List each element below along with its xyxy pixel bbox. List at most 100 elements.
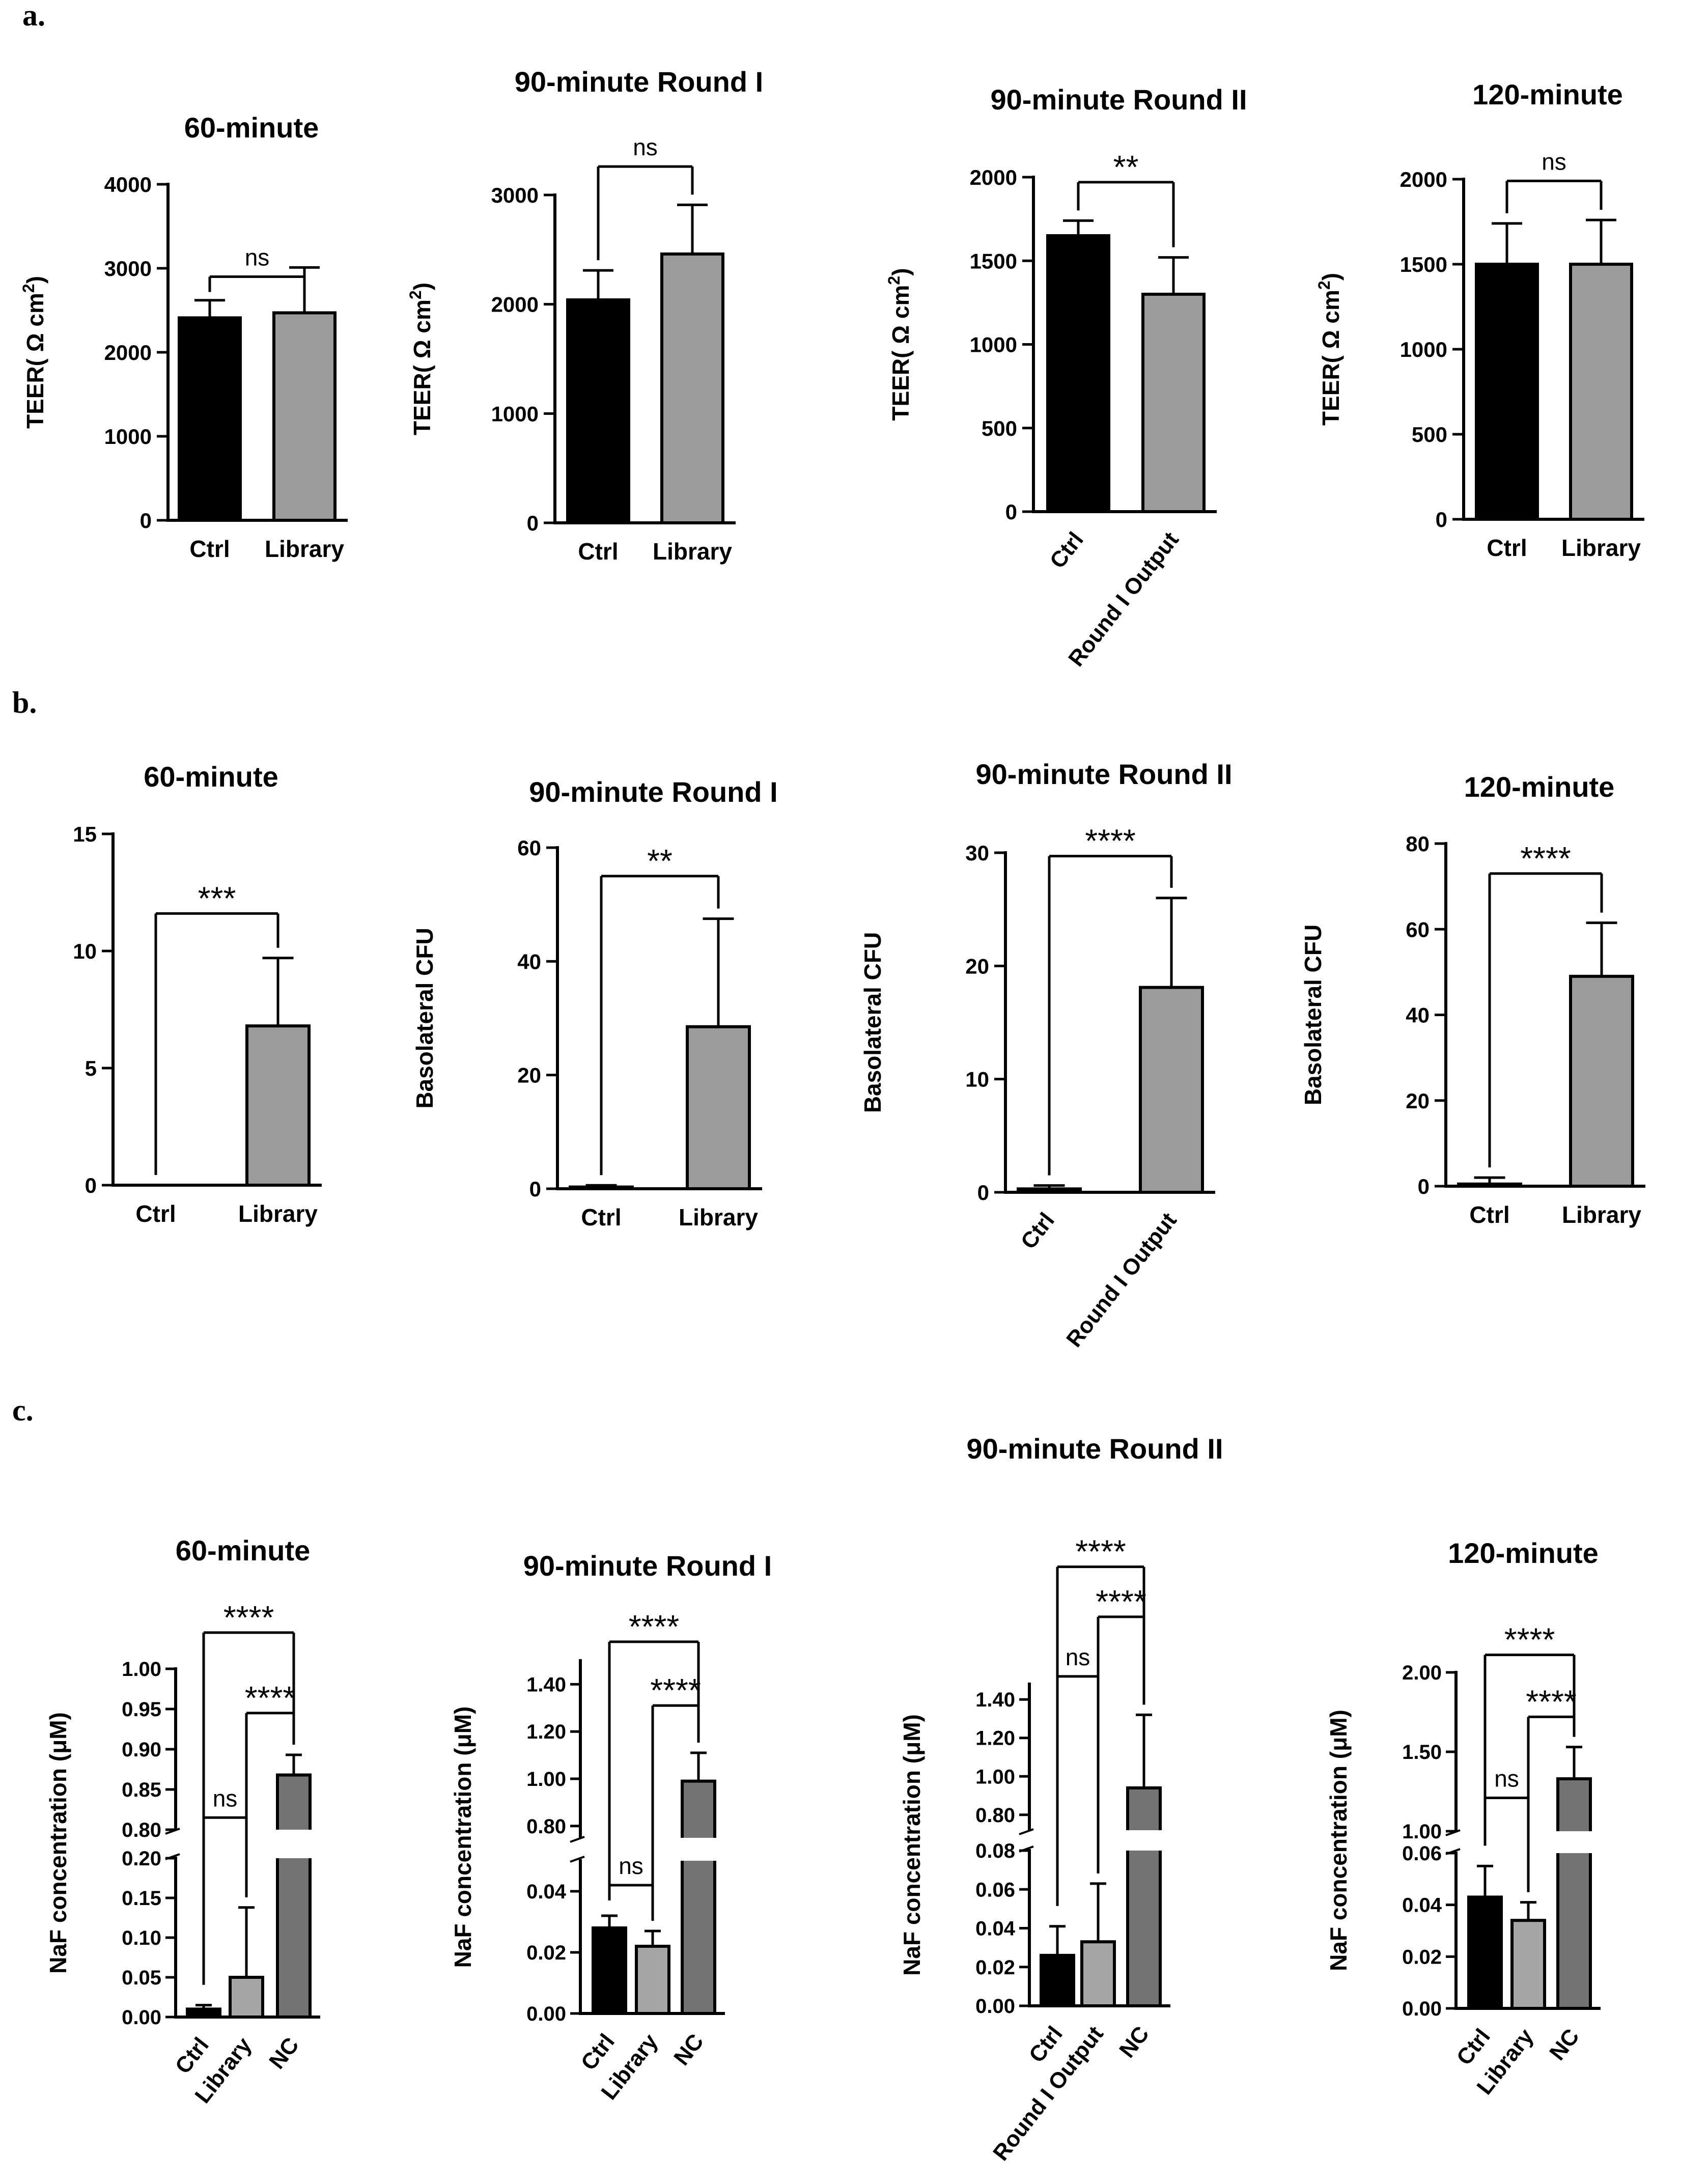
y-tick-label: 1000	[970, 333, 1017, 357]
bar-ctrl	[1457, 1182, 1522, 1188]
bar-ctrl	[1467, 1895, 1503, 2010]
y-tick-label: 1.40	[975, 1689, 1015, 1711]
y-tick-label: 1.00	[975, 1766, 1015, 1788]
bar-library	[686, 1025, 751, 1190]
y-tick-label: 0.04	[1402, 1894, 1442, 1917]
y-tick-label: 60	[1406, 917, 1430, 941]
significance-label: ****	[1520, 840, 1571, 877]
y-tick-label: 0.06	[975, 1879, 1015, 1901]
bar-ctrl	[1475, 263, 1539, 521]
chart-b2: 90-minute Round I Basolateral CFU 0 20 40 60 C…	[411, 776, 778, 1230]
y-axis-label: Basolateral CFU	[859, 932, 886, 1113]
chart-c2: 90-minute Round I NaF concentration (μM) 0…	[450, 1550, 772, 2105]
y-tick-label: 1.40	[526, 1673, 566, 1696]
bar-library	[245, 1024, 311, 1187]
significance-bracket: ****	[1488, 840, 1603, 1168]
panel-label-a: a.	[22, 0, 45, 32]
chart-c4: 120-minute NaF concentration (μM) 0.00 0.02…	[1325, 1537, 1601, 2100]
y-axis-label: TEER( Ω cm2)	[406, 283, 435, 435]
bar-nc	[276, 1773, 312, 2019]
y-tick-label: 0.95	[122, 1698, 161, 1721]
significance-label: ****	[245, 1680, 296, 1716]
category-label: Round I Output	[1061, 1208, 1182, 1352]
category-label: NC	[1545, 2024, 1584, 2065]
y-tick-label: 0.06	[1402, 1842, 1442, 1865]
bar-round-i-output	[1139, 986, 1204, 1194]
y-tick-label: 2000	[970, 165, 1017, 189]
bar-library	[1569, 263, 1633, 521]
significance-bracket: **	[1077, 149, 1175, 247]
significance-bracket: ns	[608, 1853, 654, 1921]
axis-break-mark	[570, 1856, 585, 1863]
chart-title: 120-minute	[1472, 78, 1623, 110]
y-tick-label: 0.08	[975, 1840, 1015, 1862]
category-label: Ctrl	[1045, 527, 1088, 573]
y-tick-label: 20	[965, 954, 989, 978]
significance-bracket: ns	[1483, 1765, 1530, 1892]
significance-bracket: ****	[202, 1599, 295, 1985]
y-axis-label: TEER( Ω cm2)	[885, 268, 914, 421]
chart-title: 90-minute Round II	[976, 758, 1233, 790]
category-label: Library	[679, 1204, 758, 1230]
y-tick-label: 0.20	[122, 1848, 161, 1870]
significance-bracket: ns	[1505, 148, 1603, 213]
y-tick-label: 0.10	[122, 1927, 161, 1949]
y-axis-label: TEER( Ω cm2)	[1315, 273, 1344, 426]
y-axis-label: NaF concentration (μM)	[450, 1706, 476, 1968]
category-label: Ctrl	[135, 1200, 176, 1227]
y-tick-label: 1000	[1400, 338, 1447, 361]
y-axis-label: Basolateral CFU	[411, 928, 438, 1108]
chart-title: 90-minute Round II	[967, 1433, 1223, 1465]
significance-label: **	[1113, 149, 1139, 185]
significance-label: ****	[1526, 1683, 1577, 1720]
y-tick-label: 1.00	[1402, 1821, 1442, 1843]
bar-nc	[1556, 1777, 1592, 2010]
axis-break-mark	[1019, 1828, 1034, 1835]
bar-library	[1569, 974, 1634, 1188]
chart-a2: 90-minute Round I TEER( Ω cm2) 0 1000 2000 30…	[406, 66, 763, 565]
category-label: Ctrl	[1487, 535, 1527, 561]
y-tick-label: 0.02	[526, 1942, 566, 1964]
y-axis-label: TEER( Ω cm2)	[19, 276, 48, 429]
chart-title: 120-minute	[1464, 771, 1615, 803]
significance-label: ***	[198, 880, 236, 916]
y-tick-label: 4000	[104, 173, 152, 197]
significance-bracket: ****	[245, 1680, 296, 1897]
y-tick-label: 3000	[104, 257, 152, 281]
y-tick-label: 80	[1406, 832, 1430, 856]
bar-library	[660, 252, 724, 525]
bar-ctrl	[186, 2007, 221, 2019]
y-axis-label: Basolateral CFU	[1300, 925, 1326, 1105]
significance-bracket: ns	[208, 244, 306, 292]
y-tick-label: 10	[965, 1068, 989, 1092]
axis-break-mark	[1445, 1829, 1461, 1836]
y-tick-label: 5	[85, 1056, 97, 1080]
panel-label-c: c.	[12, 1393, 34, 1427]
bar-ctrl	[178, 316, 242, 522]
chart-title: 60-minute	[184, 111, 319, 144]
y-tick-label: 0.00	[122, 2006, 161, 2029]
y-tick-label: 1000	[491, 402, 539, 426]
y-tick-label: 60	[517, 836, 541, 860]
category-label: NC	[669, 2029, 709, 2070]
chart-title: 90-minute Round I	[529, 776, 777, 808]
significance-label: **	[647, 843, 673, 879]
chart-c1: 60-minute NaF concentration (μM) 0.00 0.05 0…	[45, 1534, 320, 2108]
panel-label-b: b.	[12, 686, 37, 719]
axis-break-mark	[570, 1836, 585, 1843]
bar-ctrl	[1017, 1187, 1082, 1194]
significance-bracket: ****	[608, 1608, 700, 1895]
bar-break-gap	[1555, 1831, 1593, 1853]
category-label: Library	[238, 1200, 318, 1227]
category-label: Library	[1561, 535, 1641, 561]
bar-ctrl	[1046, 234, 1110, 514]
y-tick-label: 0.00	[975, 1995, 1015, 2018]
bar-library	[272, 311, 337, 522]
y-tick-label: 0.04	[975, 1918, 1016, 1940]
significance-bracket: ns	[597, 134, 694, 261]
bar-library	[1510, 1919, 1546, 2010]
chart-b3: 90-minute Round II Basolateral CFU 0 10 20 30…	[859, 758, 1233, 1352]
chart-a4: 120-minute TEER( Ω cm2) 0 500 1000 1500 2000 Ct…	[1315, 78, 1644, 561]
significance-bracket: ****	[650, 1672, 701, 1921]
y-axis-label: NaF concentration (μM)	[45, 1712, 71, 1974]
